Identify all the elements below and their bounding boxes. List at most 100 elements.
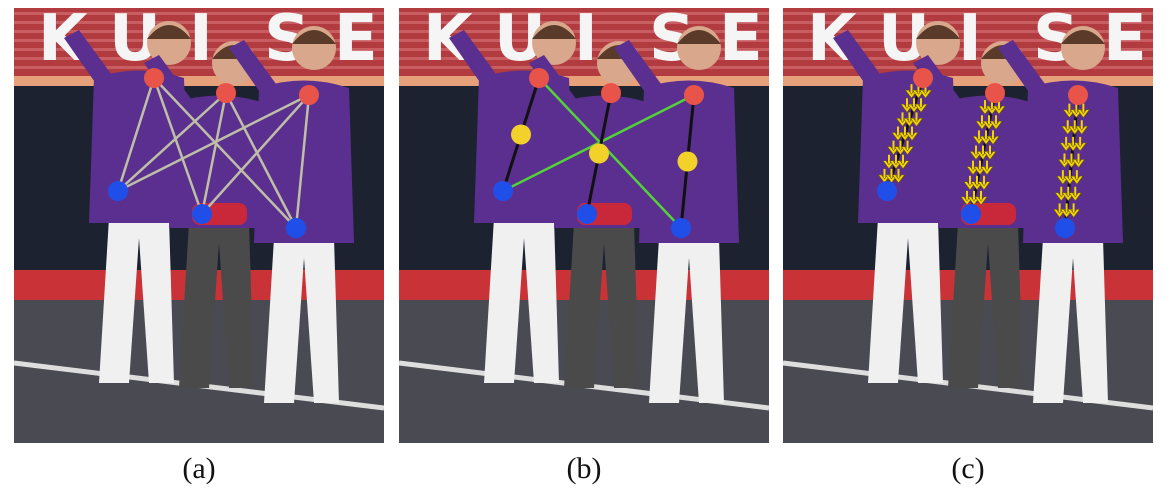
legs bbox=[649, 238, 724, 403]
midpoint-keypoint bbox=[511, 124, 531, 145]
head-keypoint bbox=[601, 83, 621, 103]
arm bbox=[833, 30, 883, 88]
head-keypoint bbox=[684, 85, 704, 105]
keypoint-overlay bbox=[493, 68, 704, 238]
midpoint-keypoint bbox=[589, 143, 609, 164]
banner-stripe bbox=[399, 30, 769, 33]
panel-caption-c: (c) bbox=[951, 452, 985, 485]
midpoint-keypoint bbox=[677, 151, 698, 172]
vector-arrow bbox=[1068, 192, 1082, 202]
legs bbox=[179, 223, 254, 388]
person-silhouette bbox=[229, 26, 354, 403]
vector-arrow bbox=[896, 160, 910, 170]
candidate-edge bbox=[153, 77, 297, 229]
head-keypoint bbox=[299, 85, 319, 105]
banner-stripe bbox=[783, 39, 1153, 42]
hip-keypoint bbox=[577, 204, 597, 224]
banner-stripe bbox=[399, 57, 769, 60]
banner-stripe bbox=[399, 12, 769, 15]
hip-keypoint bbox=[877, 181, 897, 201]
banner-stripe bbox=[783, 66, 1153, 69]
keypoint-overlay bbox=[877, 68, 1090, 238]
arm bbox=[998, 40, 1048, 98]
arm bbox=[229, 40, 279, 98]
vector-arrow bbox=[1073, 142, 1087, 152]
vector-arrow bbox=[918, 89, 933, 99]
candidate-edge bbox=[200, 92, 228, 215]
vector-arrow bbox=[980, 166, 994, 176]
banner-stripe bbox=[14, 30, 384, 33]
backdrop-letter: E bbox=[1103, 8, 1147, 76]
legs bbox=[99, 218, 174, 383]
banner-trim bbox=[399, 76, 769, 86]
keypoint-overlay bbox=[108, 68, 319, 238]
backdrop-letter: I bbox=[574, 8, 598, 76]
vector-arrow bbox=[974, 196, 988, 206]
backdrop-letter: E bbox=[334, 8, 378, 76]
hip-keypoint bbox=[671, 218, 691, 238]
banner-stripe bbox=[783, 12, 1153, 15]
hip-keypoint bbox=[493, 181, 513, 201]
candidate-edge bbox=[116, 77, 156, 192]
head-keypoint bbox=[985, 83, 1005, 103]
vector-arrow bbox=[986, 136, 1000, 145]
hair bbox=[532, 25, 576, 39]
legs bbox=[1033, 238, 1108, 403]
banner-stripe bbox=[14, 12, 384, 15]
banner-stripe bbox=[783, 57, 1153, 60]
banner-stripe bbox=[14, 21, 384, 24]
candidate-edge bbox=[201, 94, 310, 215]
banner-stripe bbox=[783, 48, 1153, 51]
hip-keypoint bbox=[1055, 218, 1075, 238]
vector-arrow bbox=[1067, 209, 1081, 218]
arm bbox=[64, 30, 114, 88]
vector-arrow bbox=[909, 118, 924, 127]
hair bbox=[916, 25, 960, 39]
legs bbox=[868, 218, 943, 383]
hair bbox=[292, 30, 336, 44]
banner-trim bbox=[14, 76, 384, 86]
hair bbox=[1061, 30, 1105, 44]
person-silhouette bbox=[449, 21, 576, 383]
vector-arrow bbox=[1070, 175, 1084, 185]
vector-arrow bbox=[1076, 109, 1090, 119]
hair bbox=[147, 25, 191, 39]
hip-keypoint bbox=[286, 218, 306, 238]
banner-stripe bbox=[14, 39, 384, 42]
hip-keypoint bbox=[961, 204, 981, 224]
banner-stripe bbox=[14, 57, 384, 60]
candidate-edge bbox=[152, 77, 204, 215]
vector-arrow bbox=[989, 120, 1003, 130]
banner-stripe bbox=[399, 21, 769, 24]
arm bbox=[614, 40, 664, 98]
vector-arrow bbox=[905, 132, 919, 141]
arm bbox=[449, 30, 499, 88]
candidate-edge bbox=[294, 94, 311, 229]
head-keypoint bbox=[913, 68, 933, 88]
banner-stripe bbox=[399, 48, 769, 51]
banner-stripe bbox=[783, 21, 1153, 24]
hip-keypoint bbox=[108, 181, 128, 201]
candidate-edge bbox=[117, 93, 310, 193]
panel-caption-a: (a) bbox=[182, 452, 216, 485]
vector-arrow bbox=[900, 146, 915, 156]
hair bbox=[677, 30, 721, 44]
vector-arrow bbox=[983, 151, 997, 160]
head-keypoint bbox=[144, 68, 164, 88]
head-keypoint bbox=[1068, 85, 1088, 105]
vector-arrow bbox=[914, 103, 928, 113]
banner-stripe bbox=[783, 30, 1153, 33]
vector-arrow bbox=[1071, 159, 1086, 168]
legs bbox=[264, 238, 339, 403]
banner-stripe bbox=[14, 48, 384, 51]
backdrop-letter: I bbox=[189, 8, 213, 76]
hoodie bbox=[254, 80, 354, 243]
